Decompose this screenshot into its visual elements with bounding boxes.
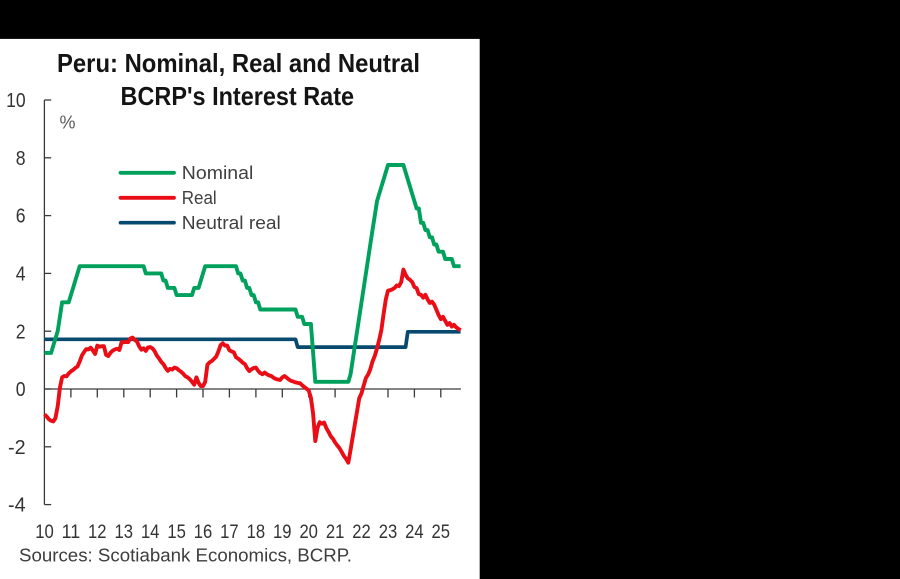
svg-text:15: 15 <box>167 522 186 543</box>
svg-text:18: 18 <box>247 522 266 543</box>
svg-text:14: 14 <box>141 522 160 543</box>
svg-text:%: % <box>60 113 76 133</box>
svg-text:Peru: Nominal, Real and Neutra: Peru: Nominal, Real and Neutral <box>57 48 420 78</box>
svg-text:4: 4 <box>16 263 26 286</box>
svg-text:-2: -2 <box>8 436 26 459</box>
svg-text:25: 25 <box>432 522 451 543</box>
svg-text:10: 10 <box>6 89 26 112</box>
svg-text:20: 20 <box>299 522 318 543</box>
svg-text:Real: Real <box>182 188 217 208</box>
svg-text:0: 0 <box>16 378 26 401</box>
svg-text:10: 10 <box>35 522 54 543</box>
svg-text:Sources: Scotiabank Economics,: Sources: Scotiabank Economics, BCRP. <box>19 546 352 566</box>
svg-text:21: 21 <box>326 522 345 543</box>
svg-text:8: 8 <box>16 147 26 170</box>
svg-text:13: 13 <box>115 522 134 543</box>
svg-text:-4: -4 <box>8 494 26 517</box>
svg-text:11: 11 <box>62 522 81 543</box>
svg-text:23: 23 <box>379 522 398 543</box>
svg-text:19: 19 <box>273 522 292 543</box>
svg-text:22: 22 <box>352 522 371 543</box>
svg-text:2: 2 <box>16 320 26 343</box>
svg-text:16: 16 <box>194 522 213 543</box>
svg-text:Neutral real: Neutral real <box>182 213 281 233</box>
svg-text:BCRP's Interest Rate: BCRP's Interest Rate <box>121 81 355 111</box>
svg-text:6: 6 <box>16 205 26 228</box>
svg-text:17: 17 <box>220 522 239 543</box>
svg-text:Nominal: Nominal <box>182 163 254 183</box>
svg-text:24: 24 <box>405 522 424 543</box>
svg-text:12: 12 <box>88 522 107 543</box>
